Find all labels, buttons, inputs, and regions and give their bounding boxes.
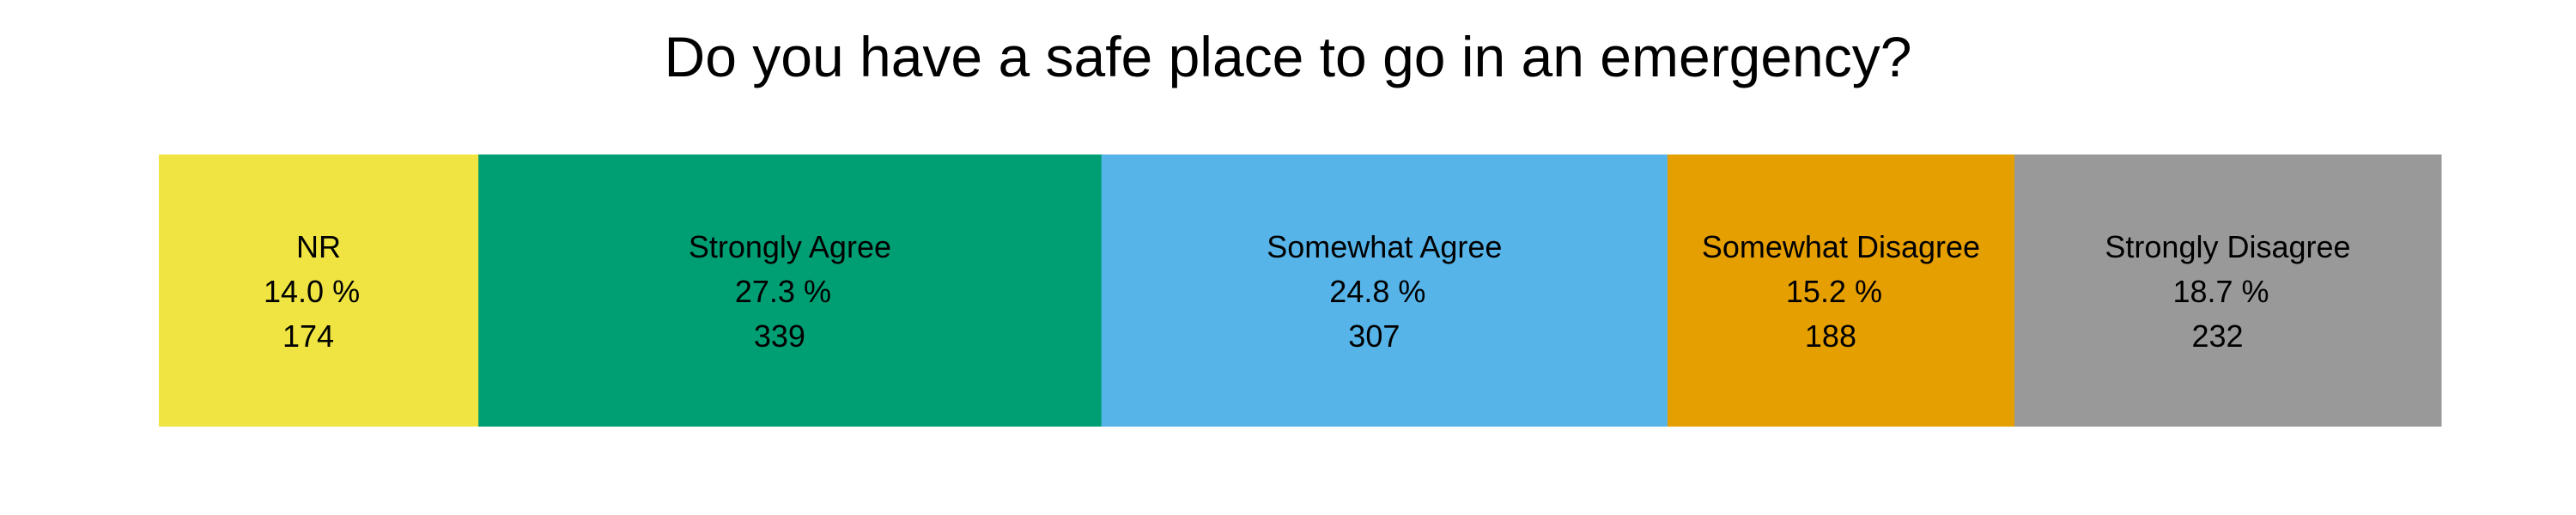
segment-count-nr: 174 — [283, 318, 334, 354]
segment-label-strongly-agree: Strongly Agree — [689, 229, 891, 264]
segment-label-nr: NR — [296, 229, 341, 264]
bar-segment-strongly-disagree — [2014, 154, 2442, 427]
segment-percent-somewhat-disagree: 15.2 % — [1786, 274, 1882, 309]
bar-segment-somewhat-agree — [1101, 154, 1668, 427]
segment-count-strongly-disagree: 232 — [2191, 318, 2243, 354]
segment-count-somewhat-disagree: 188 — [1805, 318, 1856, 354]
segment-percent-strongly-disagree: 18.7 % — [2172, 274, 2269, 309]
segment-label-somewhat-agree: Somewhat Agree — [1267, 229, 1502, 264]
bar-segment-nr — [159, 154, 479, 427]
segment-label-strongly-disagree: Strongly Disagree — [2105, 229, 2350, 264]
segment-percent-somewhat-agree: 24.8 % — [1329, 274, 1425, 309]
chart-title: Do you have a safe place to go in an eme… — [664, 25, 1912, 88]
segment-count-strongly-agree: 339 — [754, 318, 805, 354]
bar-segment-strongly-agree — [478, 154, 1103, 427]
segment-label-somewhat-disagree: Somewhat Disagree — [1702, 229, 1980, 264]
bar-segment-somewhat-disagree — [1667, 154, 2015, 427]
segment-count-somewhat-agree: 307 — [1348, 318, 1400, 354]
segment-percent-nr: 14.0 % — [264, 274, 360, 309]
segment-percent-strongly-agree: 27.3 % — [735, 274, 831, 309]
